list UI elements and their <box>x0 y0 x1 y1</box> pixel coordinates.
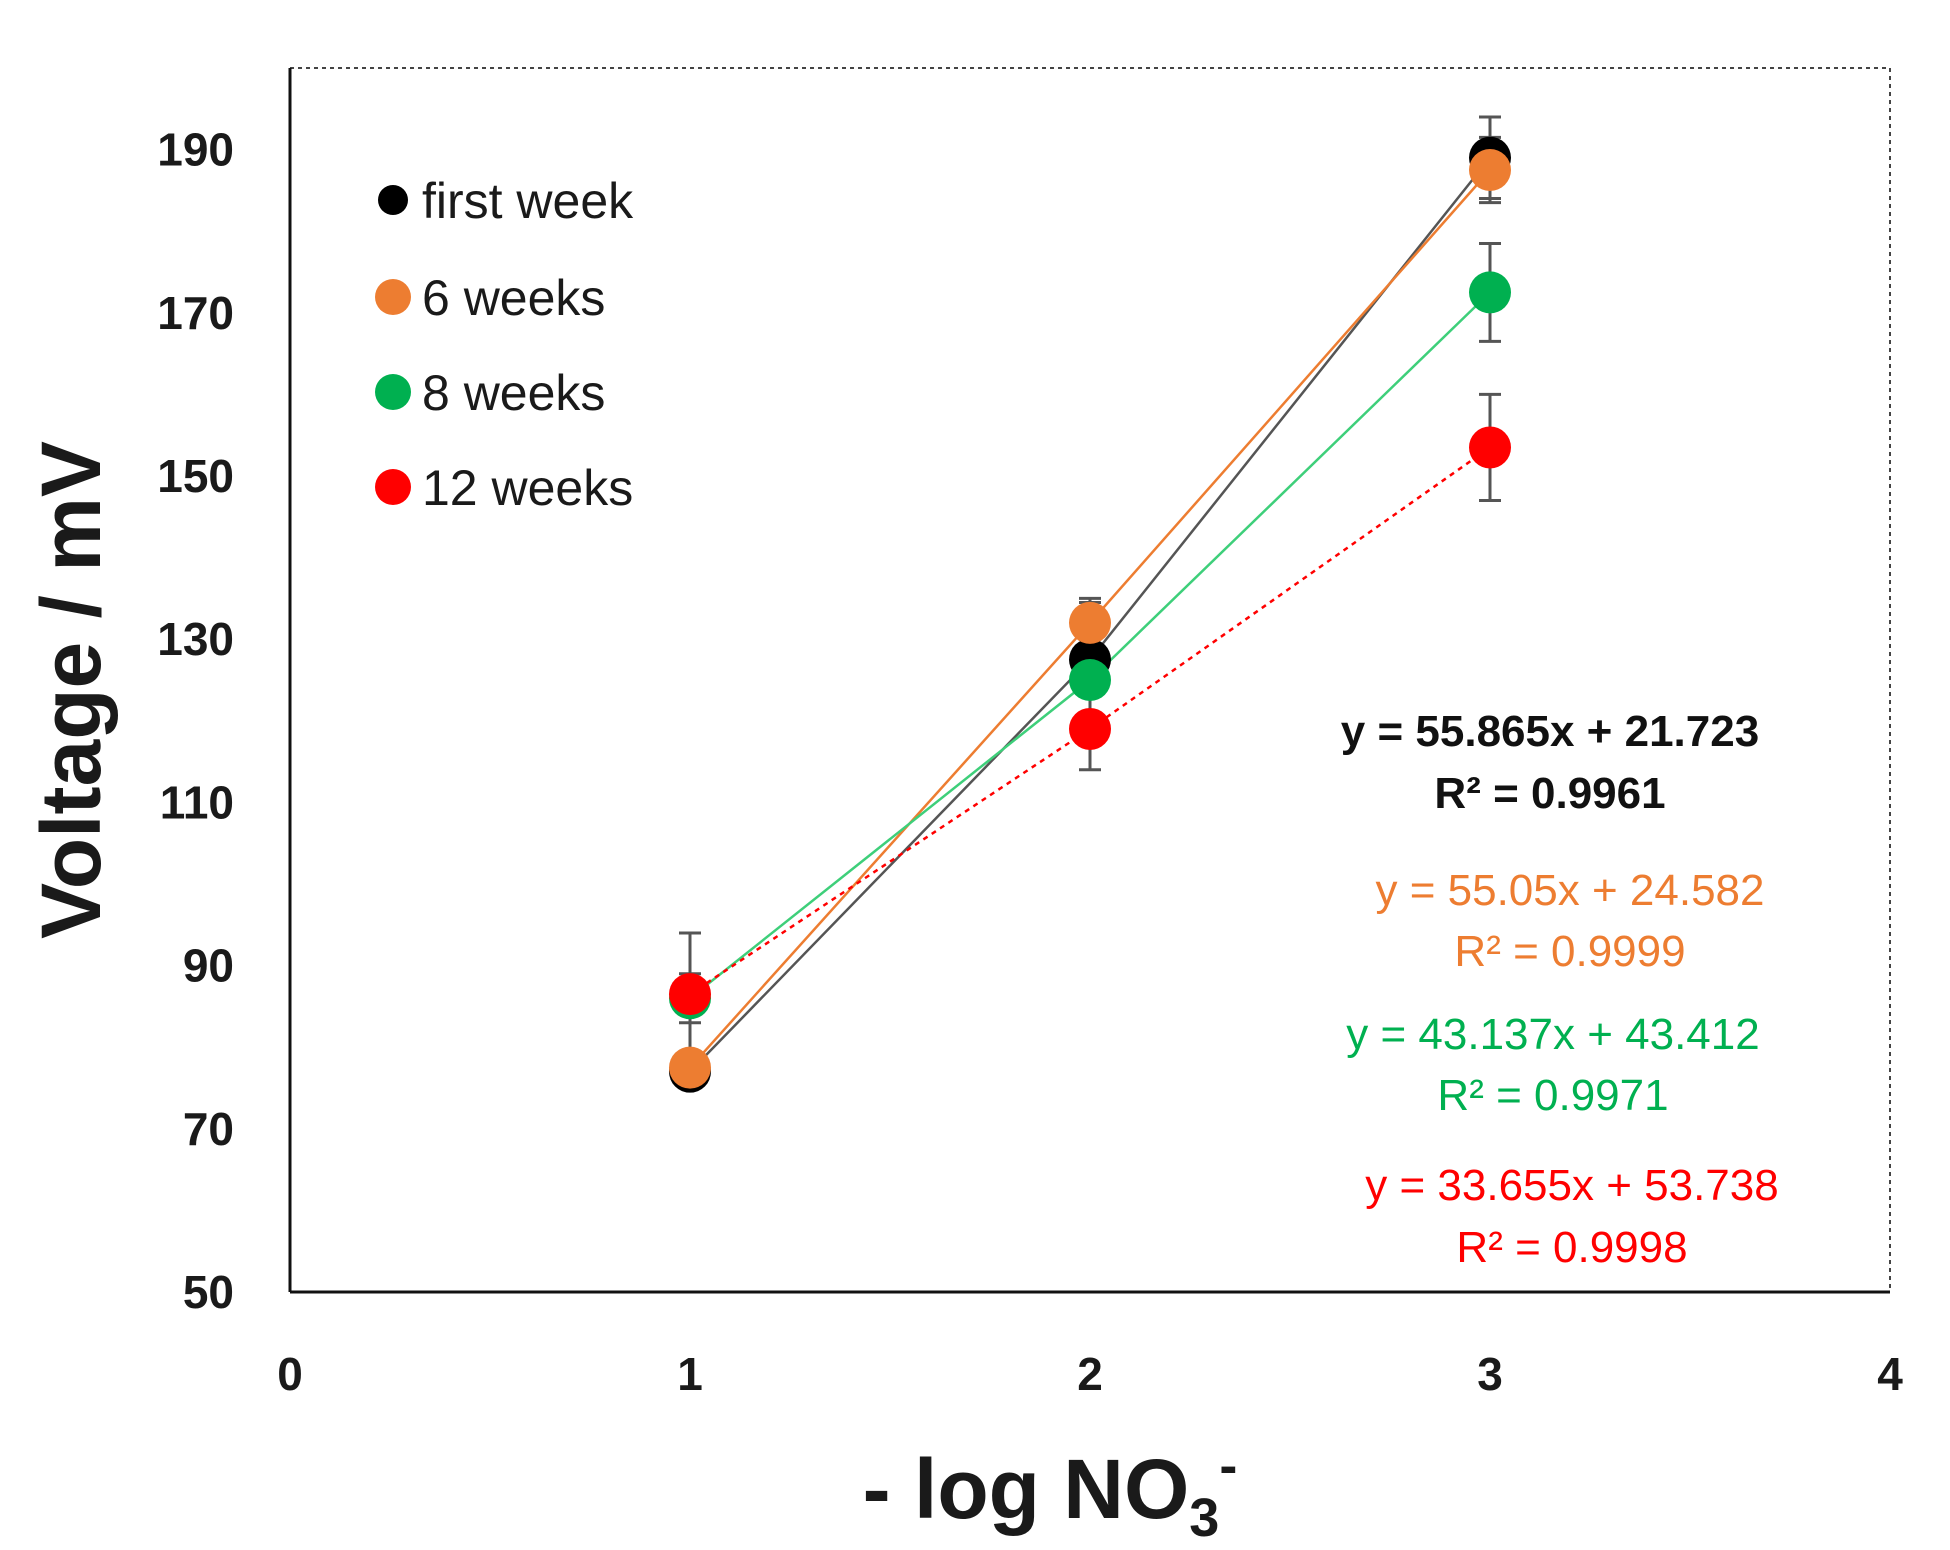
y-tick-label: 150 <box>157 450 234 502</box>
point-12-weeks <box>1469 426 1511 469</box>
r2-8-weeks: R² = 0.9971 <box>1437 1071 1668 1120</box>
equation-12-weeks: y = 33.655x + 53.738 <box>1365 1161 1778 1210</box>
y-tick-label: 130 <box>157 613 234 665</box>
x-tick-label: 0 <box>277 1348 303 1400</box>
x-tick-label: 1 <box>677 1348 703 1400</box>
legend-marker-12-weeks <box>375 469 411 505</box>
y-tick-label: 110 <box>160 776 234 828</box>
x-tick-label: 4 <box>1877 1348 1903 1400</box>
r2-12-weeks: R² = 0.9998 <box>1456 1223 1687 1272</box>
y-tick-label: 50 <box>183 1266 234 1318</box>
point-8-weeks <box>1469 271 1511 314</box>
legend-label-first-week: first week <box>422 173 634 229</box>
x-tick-label: 2 <box>1077 1348 1103 1400</box>
y-tick-label: 90 <box>183 940 234 992</box>
y-axis-title: Voltage / mV <box>24 441 118 939</box>
legend-label-6-weeks: 6 weeks <box>422 270 605 326</box>
y-tick-label: 190 <box>157 124 234 176</box>
legend-label-8-weeks: 8 weeks <box>422 365 605 421</box>
equation-6-weeks: y = 55.05x + 24.582 <box>1376 866 1765 915</box>
equation-first-week: y = 55.865x + 21.723 <box>1341 707 1759 756</box>
point-6-weeks <box>1469 149 1511 191</box>
x-tick-label: 3 <box>1477 1348 1503 1400</box>
point-6-weeks <box>1069 601 1111 644</box>
y-tick-labels: 50 70 90 110 130 150 170 190 <box>157 124 234 1318</box>
legend-marker-8-weeks <box>375 374 411 410</box>
legend-marker-first-week <box>378 185 408 215</box>
x-axis-title-superscript: - <box>1219 1436 1237 1496</box>
y-tick-label: 70 <box>183 1103 234 1155</box>
legend: first week 6 weeks 8 weeks 12 weeks <box>375 173 634 516</box>
point-12-weeks <box>669 973 711 1016</box>
x-axis-title: - log NO3- <box>863 1436 1238 1548</box>
x-axis-title-subscript: 3 <box>1189 1488 1219 1548</box>
equation-8-weeks: y = 43.137x + 43.412 <box>1346 1010 1759 1059</box>
legend-label-12-weeks: 12 weeks <box>422 460 633 516</box>
data-points <box>669 136 1511 1093</box>
legend-marker-6-weeks <box>375 279 411 315</box>
r2-first-week: R² = 0.9961 <box>1434 769 1665 818</box>
point-6-weeks <box>669 1046 711 1089</box>
point-8-weeks <box>1069 659 1111 701</box>
trendline-equations: y = 55.865x + 21.723 R² = 0.9961 y = 55.… <box>1341 707 1779 1272</box>
point-12-weeks <box>1069 707 1111 750</box>
y-tick-label: 170 <box>157 287 234 339</box>
r2-6-weeks: R² = 0.9999 <box>1454 927 1685 976</box>
x-tick-labels: 0 1 2 3 4 <box>277 1348 1903 1400</box>
